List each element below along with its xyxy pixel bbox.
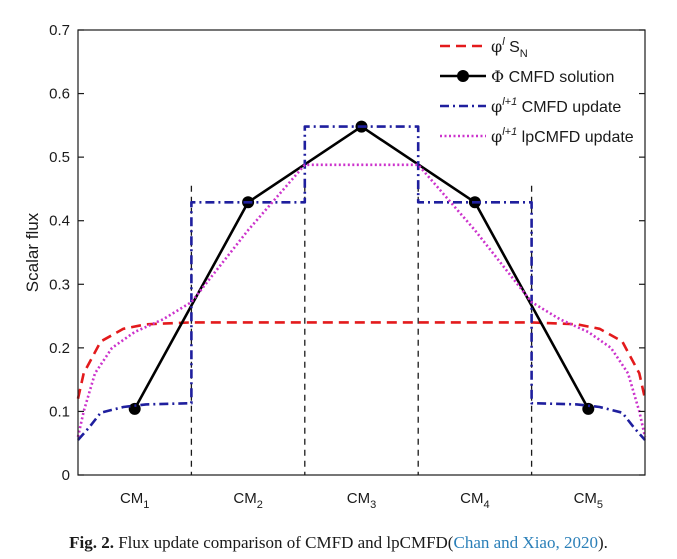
- y-tick-label-5: 0.5: [49, 149, 70, 166]
- legend: φl SN Φ CMFD solution φl+1 CMFD update φl+1…: [440, 36, 634, 146]
- marker-Phi_CMFD_solution-1: [128, 402, 141, 415]
- x-category-label-1: CM1: [120, 490, 149, 511]
- legend-label-Phi_CMFD_solution: Φ CMFD solution: [491, 67, 614, 86]
- figure-caption: Fig. 2. Flux update comparison of CMFD a…: [0, 533, 677, 553]
- caption-label: Fig. 2.: [69, 533, 114, 552]
- plot-area: [78, 30, 645, 475]
- x-category-label-5: CM5: [574, 490, 603, 511]
- series-phi_l_SN: [76, 321, 647, 399]
- flux-chart: 0 0.1 0.2 0.3 0.4 0.5 0.6 0.7 CM1 CM2 CM3 CM4 CM5 Sc…: [23, 22, 647, 511]
- caption-text: Flux update comparison of CMFD and lpCMF…: [113, 533, 454, 552]
- y-tick-label-6: 0.6: [49, 86, 70, 103]
- y-tick-label-4: 0.4: [49, 213, 70, 230]
- y-tick-label-2: 0.2: [49, 340, 70, 357]
- caption-end: ).: [597, 533, 608, 552]
- x-category-label-2: CM2: [233, 490, 262, 511]
- legend-marker-Phi_CMFD_solution: [457, 70, 469, 82]
- axes: [77, 29, 646, 476]
- tick-labels: 0 0.1 0.2 0.3 0.4 0.5 0.6 0.7 CM1 CM2 CM3 CM4 CM5: [49, 22, 645, 511]
- y-tick-label-7: 0.7: [49, 22, 70, 39]
- series-phi_l1_lpCMFD_update: [76, 163, 647, 438]
- marker-Phi_CMFD_solution-5: [582, 402, 595, 415]
- legend-label-phi_l1_CMFD_update: φl+1 CMFD update: [491, 96, 621, 116]
- axes-frame: [77, 29, 646, 476]
- y-tick-label-1: 0.1: [49, 403, 70, 420]
- series-phi_l1_CMFD_update: [77, 125, 646, 441]
- x-category-label-4: CM4: [460, 490, 489, 511]
- caption-citation-link[interactable]: Chan and Xiao, 2020: [453, 533, 598, 552]
- legend-label-phi_l_SN: φl SN: [491, 36, 528, 60]
- y-tick-label-0: 0: [62, 467, 70, 484]
- mesh-boundary-lines: [190, 185, 533, 475]
- y-tick-label-3: 0.3: [49, 276, 70, 293]
- x-category-label-3: CM3: [347, 490, 376, 511]
- series-layer: [76, 120, 647, 441]
- y-axis-label: Scalar flux: [23, 212, 42, 292]
- legend-label-phi_l1_lpCMFD_update: φl+1 lpCMFD update: [491, 126, 634, 146]
